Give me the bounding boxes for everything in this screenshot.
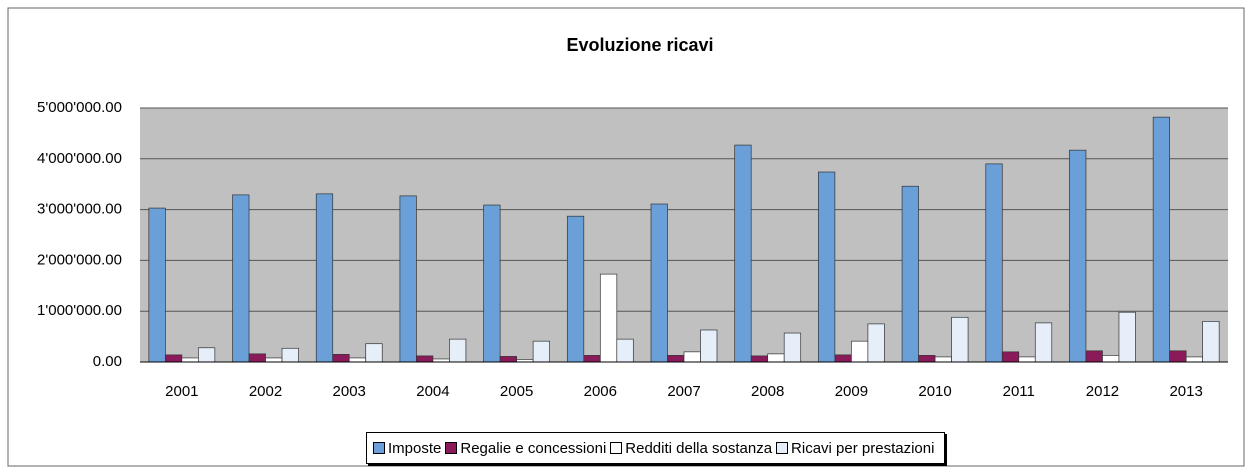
bar — [667, 355, 685, 363]
bar — [449, 338, 467, 363]
chart-title: Evoluzione ricavi — [566, 35, 713, 55]
bar — [834, 354, 852, 363]
legend-swatch — [445, 442, 458, 454]
bar — [265, 357, 283, 363]
bar — [934, 356, 952, 363]
bar — [783, 332, 802, 363]
bar — [583, 355, 601, 363]
x-tick-label: 2009 — [835, 383, 868, 400]
x-tick-label: 2004 — [416, 383, 449, 400]
x-tick-label: 2013 — [1169, 383, 1202, 400]
x-tick-label: 2008 — [751, 383, 784, 400]
x-tick-label: 2006 — [584, 383, 617, 400]
bar — [683, 351, 701, 363]
bar — [499, 356, 517, 363]
bar — [1152, 116, 1171, 363]
bar — [1118, 311, 1136, 363]
bar — [164, 354, 183, 363]
x-tick-label: 2012 — [1086, 383, 1119, 400]
legend-item: Redditi della sostanza — [610, 440, 772, 457]
bar — [248, 353, 266, 363]
bar — [1202, 321, 1220, 363]
bar — [348, 357, 367, 363]
x-tick-label: 2002 — [249, 383, 282, 400]
x-tick-label: 2003 — [333, 383, 366, 400]
bar — [1001, 351, 1020, 363]
bar — [951, 316, 969, 363]
bar — [281, 347, 299, 363]
legend: Imposte Regalie e concessioni Redditi dell… — [366, 432, 946, 464]
y-tick-label: 2'000'000.00 — [37, 251, 122, 268]
bar — [332, 354, 350, 363]
bar — [616, 338, 634, 363]
bar — [197, 347, 216, 363]
bar — [700, 329, 718, 363]
bar — [532, 340, 550, 363]
y-tick-label: 5'000'000.00 — [37, 99, 122, 116]
bar — [734, 144, 752, 363]
bar — [1018, 356, 1036, 363]
bar — [985, 163, 1003, 363]
bar — [416, 355, 434, 363]
legend-label: Ricavi per prestazioni — [791, 439, 935, 457]
bar — [315, 193, 334, 363]
legend-item: Ricavi per prestazioni — [776, 440, 934, 457]
legend-item: Regalie e concessioni — [445, 440, 606, 457]
bar — [566, 215, 585, 363]
legend-item: Imposte — [373, 440, 441, 457]
bar — [918, 355, 936, 363]
bar — [901, 185, 919, 363]
legend-swatch — [776, 442, 789, 454]
y-tick-label: 0.00 — [93, 353, 122, 370]
bar — [818, 171, 836, 363]
bar — [232, 194, 250, 363]
bar — [1185, 356, 1204, 363]
bar — [1085, 350, 1103, 363]
bar — [867, 323, 885, 363]
bar — [650, 203, 668, 363]
bar — [1034, 322, 1053, 363]
legend-label: Regalie e concessioni — [460, 439, 607, 457]
bar — [399, 195, 417, 363]
x-tick-label: 2010 — [918, 383, 951, 400]
legend-swatch — [373, 442, 385, 454]
y-tick-label: 4'000'000.00 — [37, 150, 122, 167]
x-tick-label: 2011 — [1003, 383, 1035, 400]
x-tick-label: 2005 — [500, 383, 533, 400]
bar — [181, 357, 199, 363]
bar — [148, 207, 166, 363]
bar — [851, 340, 869, 363]
legend-swatch — [610, 442, 623, 454]
bar — [1102, 355, 1120, 363]
bar — [750, 355, 769, 363]
legend-label: Redditi della sostanza — [625, 439, 773, 457]
bar — [365, 343, 383, 363]
bar — [1169, 350, 1187, 363]
legend-label: Imposte — [388, 439, 442, 457]
bar — [767, 353, 785, 363]
y-tick-label: 1'000'000.00 — [37, 302, 122, 319]
x-tick-label: 2007 — [667, 383, 700, 400]
plot-area — [140, 108, 1228, 362]
bar — [599, 273, 618, 363]
bar — [1069, 149, 1087, 363]
x-tick-label: 2001 — [165, 383, 198, 400]
y-tick-label: 3'000'000.00 — [37, 201, 122, 218]
bar — [483, 204, 501, 363]
